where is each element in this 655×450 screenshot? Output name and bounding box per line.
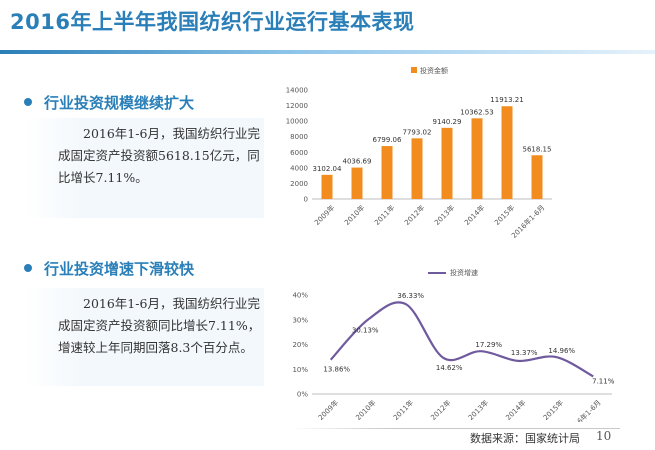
data-label: 36.33% xyxy=(397,292,424,300)
data-label: 5618.15 xyxy=(523,145,552,153)
y-tick-label: 10% xyxy=(292,366,308,374)
y-tick-label: 30% xyxy=(292,316,308,324)
bar xyxy=(321,174,333,199)
section-1-heading-text: 行业投资规模继续扩大 xyxy=(44,94,195,112)
slide-title: 2016年上半年我国纺织行业运行基本表现 xyxy=(10,10,415,34)
x-tick-label: 2014年 xyxy=(504,398,528,422)
x-tick-label: 2014年 xyxy=(462,203,486,227)
y-tick-label: 6000 xyxy=(290,149,308,157)
x-tick-label: 2009年 xyxy=(312,203,336,227)
bullet-icon xyxy=(24,264,32,272)
legend-swatch xyxy=(411,67,417,73)
x-tick-label: 2009年 xyxy=(316,398,340,422)
section-2-heading: 行业投资增速下滑较快 xyxy=(24,258,194,279)
footer-divider xyxy=(290,428,620,429)
bar xyxy=(351,167,363,199)
x-tick-label: 2015年 xyxy=(492,203,516,227)
data-source: 数据来源：国家统计局 xyxy=(470,432,580,445)
x-tick-label: 2010年 xyxy=(342,203,366,227)
x-tick-label: 2011年 xyxy=(391,398,415,422)
data-label: 17.29% xyxy=(475,341,502,349)
y-tick-label: 14000 xyxy=(286,87,308,95)
section-1-panel xyxy=(24,118,264,218)
data-label: 14.96% xyxy=(548,347,575,355)
bar xyxy=(471,118,483,199)
bar xyxy=(501,106,513,199)
bar xyxy=(531,155,543,199)
data-label: 6799.06 xyxy=(373,136,402,144)
bullet-icon xyxy=(24,98,32,106)
x-tick-label: 2012年 xyxy=(429,398,453,422)
series-line xyxy=(329,301,594,378)
data-label: 14.62% xyxy=(436,364,463,372)
page-number: 10 xyxy=(596,429,612,443)
y-tick-label: 4000 xyxy=(290,164,308,172)
title-underline xyxy=(0,50,655,54)
data-label: 3102.04 xyxy=(313,165,342,173)
y-tick-label: 20% xyxy=(292,341,308,349)
data-label: 7793.02 xyxy=(403,128,432,136)
x-tick-label: 2011年 xyxy=(372,203,396,227)
legend-label: 投资金额 xyxy=(420,66,448,75)
data-label: 4036.69 xyxy=(343,158,372,166)
y-tick-label: 10000 xyxy=(286,118,308,126)
section-2-body: 2016年1-6月，我国纺织行业完成固定资产投资额同比增长7.11%，增速较上年… xyxy=(58,296,261,355)
section-2-heading-text: 行业投资增速下滑较快 xyxy=(44,260,195,278)
y-tick-label: 0 xyxy=(304,196,308,204)
y-tick-label: 40% xyxy=(292,292,308,300)
y-tick-label: 0% xyxy=(297,391,308,399)
data-label: 9140.29 xyxy=(433,118,462,126)
data-label: 13.86% xyxy=(323,366,350,374)
bar xyxy=(411,138,423,199)
x-tick-label: 2015年 xyxy=(541,398,565,422)
section-1-heading: 行业投资规模继续扩大 xyxy=(24,92,194,113)
section-1-body: 2016年1-6月，我国纺织行业完成固定资产投资额5618.15亿元，同比增长7… xyxy=(58,126,260,185)
x-tick-label: 2013年 xyxy=(432,203,456,227)
data-label: 13.37% xyxy=(511,349,538,357)
bar xyxy=(441,127,453,199)
data-label: 7.11% xyxy=(592,377,615,385)
data-label: 30.13% xyxy=(352,326,379,334)
x-tick-label: 2010年 xyxy=(354,398,378,422)
growth-line-chart: 投资增速 0% 10% 20% 30% 40% 13.86% 2009年 30.13% 2010年… xyxy=(292,268,615,422)
section-2-panel xyxy=(24,288,264,386)
x-tick-label: 2013年 xyxy=(466,398,490,422)
x-tick-label: 2016年1-6月 xyxy=(566,398,603,422)
y-tick-label: 8000 xyxy=(290,133,308,141)
y-tick-label: 2000 xyxy=(290,180,308,188)
y-tick-label: 12000 xyxy=(286,102,308,110)
data-label: 11913.21 xyxy=(490,96,523,104)
investment-bar-chart: 投资金额 0 2000 4000 6000 8000 10000 12000 14000 3102… xyxy=(286,66,552,240)
bar xyxy=(381,146,393,199)
data-label: 10362.53 xyxy=(460,108,493,116)
legend-label: 投资增速 xyxy=(450,268,478,277)
x-tick-label: 2012年 xyxy=(402,203,426,227)
